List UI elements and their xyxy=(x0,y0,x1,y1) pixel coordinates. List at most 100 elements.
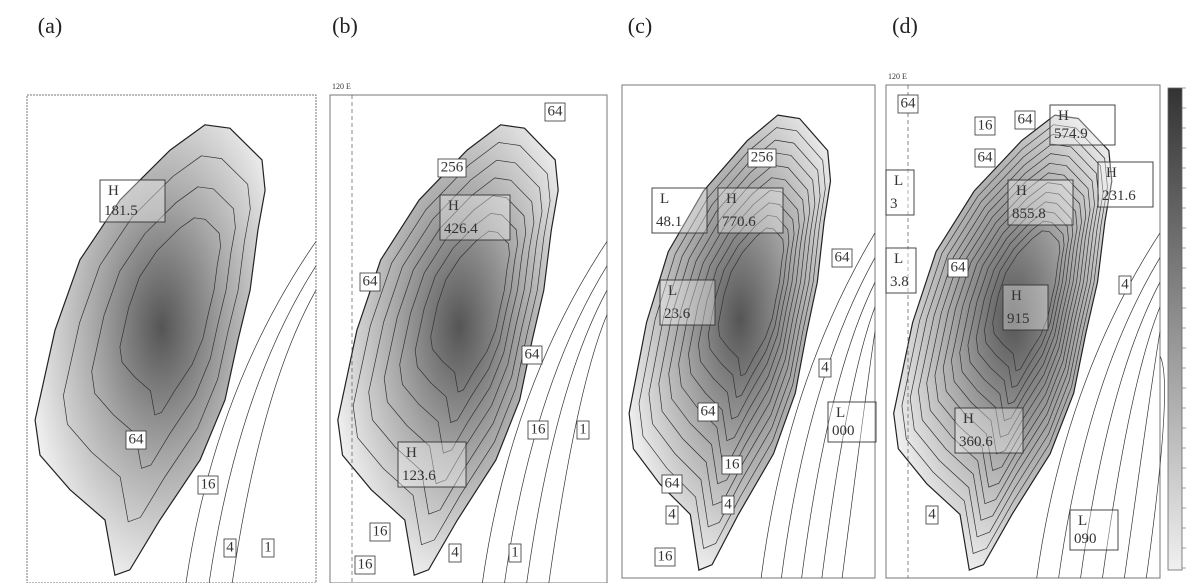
colorbar xyxy=(1167,87,1183,571)
contour-line xyxy=(185,241,317,583)
extremum-value: 090 xyxy=(1074,531,1097,547)
contour-line xyxy=(1080,282,1161,579)
contour-line xyxy=(698,202,795,420)
extremum-value: 915 xyxy=(1007,311,1030,327)
panel-label: (b) xyxy=(332,13,358,38)
contour-label-box xyxy=(544,102,566,122)
extremum-kind: L xyxy=(660,191,669,207)
contour-line xyxy=(91,186,236,469)
extremum-value: 000 xyxy=(832,423,855,439)
contour-line xyxy=(688,189,800,442)
contour-label: 4 xyxy=(451,544,459,560)
contour-label: 4 xyxy=(668,506,676,522)
extremum-value: 855.8 xyxy=(1012,206,1046,222)
extremum-kind: L xyxy=(836,405,845,421)
contour-line xyxy=(821,306,876,579)
contour-label-box xyxy=(818,358,832,378)
contour-label-box xyxy=(261,538,275,558)
contour-label: 256 xyxy=(441,159,464,175)
contour-label: 4 xyxy=(226,539,234,555)
contour-label: 16 xyxy=(978,117,994,133)
contour-line xyxy=(992,230,1061,372)
extremum-box xyxy=(651,187,708,234)
contour-label-box xyxy=(831,248,853,268)
contour-line xyxy=(1145,355,1165,579)
contour-line xyxy=(63,155,251,523)
contour-label: 64 xyxy=(951,259,967,275)
extremum-box xyxy=(827,401,877,443)
contour-line xyxy=(352,142,551,546)
contour-label-box xyxy=(1118,275,1132,295)
contour-line xyxy=(1058,257,1161,579)
extremum-kind: H xyxy=(1011,288,1022,304)
contour-label-box xyxy=(721,495,735,515)
panel-label: (a) xyxy=(38,13,62,38)
contour-label: 4 xyxy=(821,359,829,375)
contour-label: 4 xyxy=(928,506,936,522)
contour-label-box xyxy=(947,258,969,278)
contour-line xyxy=(1124,331,1161,579)
contour-line xyxy=(909,134,1104,538)
contour-label-box xyxy=(697,402,719,422)
contour-label-box xyxy=(527,420,549,440)
contour-line xyxy=(1102,306,1161,579)
contour-label-box xyxy=(508,543,522,563)
contour-label-box xyxy=(369,522,391,542)
extremum-kind: H xyxy=(963,411,974,427)
contour-label: 64 xyxy=(665,475,681,491)
contour-line xyxy=(638,127,826,549)
extremum-kind: L xyxy=(1078,513,1087,529)
contour-line xyxy=(208,265,317,583)
extremum-value: 23.6 xyxy=(664,306,691,322)
contour-line xyxy=(717,227,785,377)
contour-label: 64 xyxy=(1018,111,1034,127)
contour-label: 64 xyxy=(701,403,717,419)
contour-line xyxy=(668,164,811,485)
map-panel: H 181.5 64 16 4 1 xyxy=(26,94,317,583)
extremum-kind: H xyxy=(726,191,737,207)
extremum-kind: L xyxy=(894,173,903,189)
axis-label: 120 E xyxy=(888,72,907,81)
contour-line xyxy=(383,177,535,485)
contour-label-box xyxy=(974,116,996,136)
contour-line xyxy=(368,159,543,515)
contour-label-box xyxy=(974,148,996,168)
contour-label-box xyxy=(354,555,376,575)
extremum-value: 181.5 xyxy=(104,203,138,219)
extremum-kind: H xyxy=(1016,183,1027,199)
contour-label: 64 xyxy=(129,431,145,447)
extremum-kind: H xyxy=(406,445,417,461)
contour-label: 64 xyxy=(835,249,851,265)
extremum-kind: H xyxy=(1106,165,1117,181)
contour-line xyxy=(918,143,1100,521)
contour-label: 64 xyxy=(548,103,564,119)
contour-label-box xyxy=(925,505,939,525)
contour-line xyxy=(414,213,518,423)
contour-label-box xyxy=(897,94,919,114)
contour-line xyxy=(951,182,1082,455)
extremum-box xyxy=(99,179,166,223)
extremum-kind: L xyxy=(894,251,903,267)
contour-line xyxy=(119,217,221,416)
panel-label: (d) xyxy=(892,13,918,38)
contour-label-box xyxy=(661,474,683,494)
extremum-box xyxy=(1007,179,1074,226)
extremum-box xyxy=(397,441,467,488)
contour-label-box xyxy=(448,543,462,563)
contour-line xyxy=(975,211,1069,405)
contour-line xyxy=(504,265,608,583)
map-panel: H 426.4 H 123.6 256 64 64 64 16 1 16 16 4 1 xyxy=(329,94,608,583)
contour-line xyxy=(967,201,1074,422)
contour-line xyxy=(548,314,608,583)
contour-line xyxy=(399,195,527,454)
contour-line xyxy=(781,257,876,579)
contour-label: 1 xyxy=(511,544,519,560)
extremum-kind: H xyxy=(108,183,119,199)
island-shading xyxy=(628,114,832,571)
panel-label: (c) xyxy=(628,13,652,38)
contour-label: 64 xyxy=(901,95,917,111)
extremum-box xyxy=(954,407,1024,454)
contour-label: 64 xyxy=(978,149,994,165)
axis-label: 120 E xyxy=(332,82,351,91)
